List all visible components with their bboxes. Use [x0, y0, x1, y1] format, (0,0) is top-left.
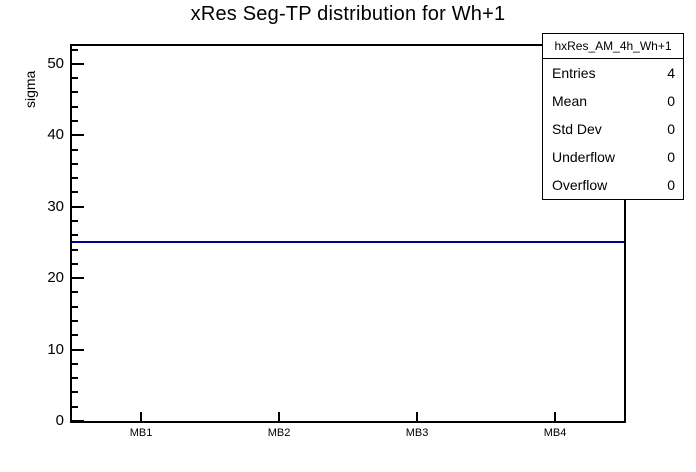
- y-minor-tick: [72, 391, 78, 394]
- y-major-tick: [72, 62, 84, 65]
- plot-frame: [70, 44, 626, 423]
- y-tick-label: 50: [47, 54, 64, 72]
- stats-box-rows: Entries 4 Mean 0 Std Dev 0 Underflow 0 Overflow 0: [543, 59, 683, 199]
- y-minor-tick: [72, 220, 78, 222]
- stats-row-value: 0: [667, 177, 675, 193]
- y-tick-label: 0: [55, 412, 64, 429]
- y-minor-tick: [72, 248, 78, 251]
- histogram-line: [72, 241, 624, 244]
- y-tick-label: 10: [47, 340, 64, 358]
- y-minor-tick: [72, 291, 78, 294]
- plot-area: [72, 46, 624, 422]
- y-minor-tick: [72, 191, 78, 194]
- y-minor-tick: [72, 320, 78, 322]
- stats-row-value: 4: [667, 65, 675, 81]
- x-bin-tick: [278, 412, 280, 421]
- y-minor-tick: [72, 148, 78, 151]
- stats-row: Entries 4: [543, 65, 683, 81]
- x-tick-label: MB4: [543, 427, 567, 439]
- y-minor-tick: [72, 105, 78, 108]
- stats-row: Overflow 0: [543, 177, 683, 193]
- stats-box-title: hxRes_AM_4h_Wh+1: [543, 34, 683, 59]
- y-major-tick: [72, 134, 84, 137]
- x-tick-label: MB1: [129, 427, 153, 439]
- stats-row-value: 0: [667, 149, 675, 165]
- y-minor-tick: [72, 120, 78, 122]
- y-tick-label: 40: [47, 126, 64, 144]
- y-minor-tick: [72, 91, 78, 94]
- stats-row-label: Mean: [552, 93, 588, 109]
- y-major-tick: [72, 205, 84, 208]
- y-minor-tick: [72, 262, 78, 265]
- y-minor-tick: [72, 405, 78, 408]
- y-minor-tick: [72, 234, 78, 237]
- y-major-tick: [72, 348, 84, 351]
- stats-row-value: 0: [667, 121, 675, 137]
- x-bin-tick: [140, 412, 142, 421]
- y-minor-tick: [72, 334, 78, 337]
- y-tick-label: 20: [47, 269, 64, 287]
- y-minor-tick: [72, 162, 78, 165]
- y-tick-label: 30: [47, 197, 64, 215]
- y-major-tick: [72, 420, 84, 422]
- x-bin-tick: [554, 412, 556, 421]
- stats-row-label: Entries: [552, 65, 596, 81]
- stats-row: Mean 0: [543, 93, 683, 109]
- y-minor-tick: [72, 362, 78, 365]
- y-axis-title: sigma: [22, 70, 38, 108]
- y-minor-tick: [72, 377, 78, 380]
- y-minor-tick: [72, 48, 78, 51]
- y-minor-tick: [72, 77, 78, 80]
- stats-box: hxRes_AM_4h_Wh+1 Entries 4 Mean 0 Std Dev 0 Un…: [542, 33, 684, 200]
- y-minor-tick: [72, 305, 78, 308]
- stats-row-label: Underflow: [552, 149, 616, 165]
- x-tick-label: MB3: [405, 427, 429, 439]
- y-major-tick: [72, 277, 84, 280]
- x-tick-label: MB2: [267, 427, 291, 439]
- x-bin-tick: [416, 412, 418, 421]
- stats-row: Std Dev 0: [543, 121, 683, 137]
- plot-title: xRes Seg-TP distribution for Wh+1: [190, 3, 506, 25]
- stats-row: Underflow 0: [543, 149, 683, 165]
- stats-row-label: Std Dev: [552, 121, 602, 137]
- y-minor-tick: [72, 177, 78, 180]
- stats-row-label: Overflow: [552, 177, 608, 193]
- stats-row-value: 0: [667, 93, 675, 109]
